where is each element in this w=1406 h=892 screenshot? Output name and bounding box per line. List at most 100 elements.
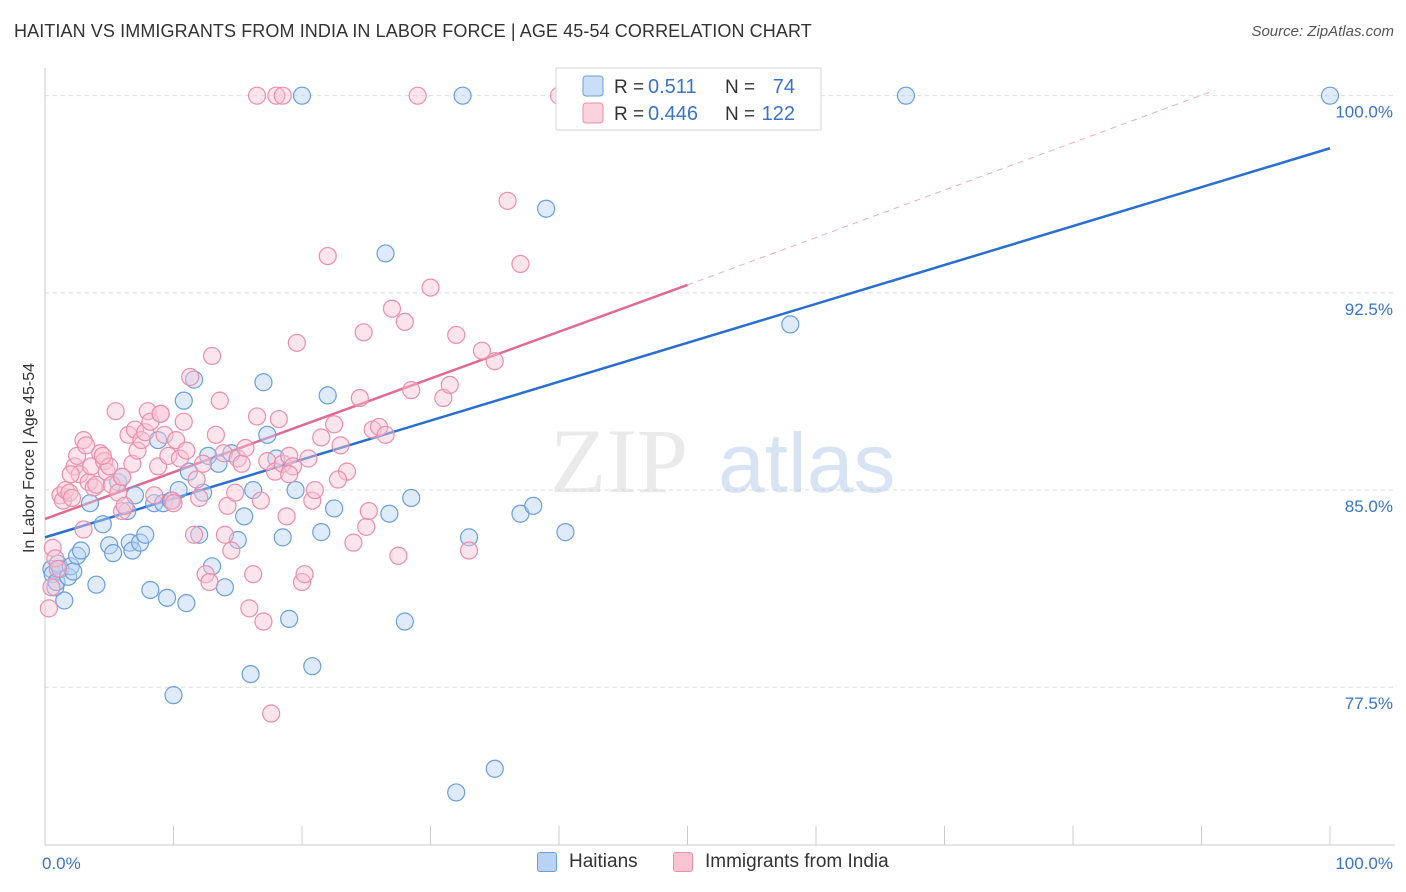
point-1-45: [177, 441, 196, 460]
point-0-64: [453, 86, 472, 105]
point-1-82: [318, 246, 337, 266]
point-0-16: [104, 544, 123, 563]
point-0-6: [55, 591, 74, 610]
point-1-114: [112, 467, 132, 487]
point-1-2: [43, 538, 62, 557]
point-1-116: [93, 446, 112, 465]
point-1-104: [485, 352, 504, 371]
point-1-27: [115, 496, 134, 515]
point-1-51: [200, 572, 219, 592]
point-1-44: [174, 412, 193, 431]
watermark-atlas: atlas: [718, 416, 895, 510]
point-0-11: [71, 541, 91, 560]
point-1-108: [247, 86, 267, 105]
legend-item-haitians: Haitians: [537, 851, 638, 873]
point-1-3: [46, 549, 65, 568]
point-1-58: [226, 483, 245, 502]
point-0-73: [1320, 86, 1340, 105]
stats-swatch-0: [582, 75, 604, 97]
trendlines: [44, 89, 1331, 539]
y-tick-labels: 100.0% 92.5% 85.0% 77.5%: [1335, 103, 1393, 714]
point-0-55: [303, 657, 322, 676]
series-0-points: [42, 86, 1340, 802]
point-1-115: [61, 465, 80, 484]
point-1-73: [280, 446, 299, 465]
chart-title: HAITIAN VS IMMIGRANTS FROM INDIA IN LABO…: [14, 21, 812, 41]
point-1-54: [210, 391, 229, 410]
point-1-70: [269, 409, 288, 429]
point-1-80: [305, 480, 324, 500]
legend-item-india: Immigrants from India: [673, 851, 889, 873]
point-1-47: [184, 525, 204, 544]
point-1-117: [74, 520, 93, 539]
bottom-legend: Haitians Immigrants from India: [0, 851, 1406, 879]
point-1-84: [331, 436, 350, 455]
point-0-29: [157, 588, 177, 607]
point-1-4: [48, 559, 67, 579]
stats-r-value-1: 0.446: [648, 103, 698, 125]
stats-swatch-1: [582, 102, 604, 124]
point-1-64: [247, 407, 267, 426]
point-1-103: [472, 341, 491, 360]
y-tick-label-0: 100.0%: [1335, 103, 1393, 122]
trendline-1: [44, 283, 688, 521]
point-0-71: [781, 315, 800, 334]
point-1-78: [299, 449, 318, 468]
point-0-37: [190, 525, 209, 544]
point-0-14: [93, 515, 112, 534]
point-1-33: [136, 423, 155, 442]
legend-label-india: Immigrants from India: [705, 851, 889, 872]
point-1-48: [190, 488, 209, 508]
point-1-39: [155, 425, 174, 444]
point-1-79: [303, 491, 322, 510]
legend-swatch-haitians: [537, 852, 557, 872]
point-1-100: [440, 375, 459, 394]
point-1-65: [251, 491, 270, 510]
point-0-70: [556, 523, 575, 542]
point-1-83: [325, 415, 344, 434]
point-0-61: [395, 612, 414, 631]
point-1-87: [350, 388, 369, 408]
point-0-56: [312, 523, 331, 542]
point-1-0: [39, 599, 58, 618]
point-1-49: [193, 454, 213, 473]
point-1-119: [215, 525, 234, 544]
y-axis-label: In Labor Force | Age 45-54: [21, 363, 38, 553]
point-0-25: [141, 580, 160, 600]
point-0-52: [280, 609, 299, 628]
point-1-61: [236, 438, 255, 458]
point-1-18: [87, 475, 106, 494]
point-1-106: [511, 254, 530, 274]
gridlines: [45, 95, 1395, 688]
point-0-63: [447, 783, 466, 802]
trendline-0: [44, 147, 1331, 539]
point-0-24: [136, 525, 155, 544]
point-1-88: [354, 323, 373, 342]
point-1-111: [280, 465, 299, 484]
point-0-45: [235, 507, 254, 526]
point-1-68: [262, 704, 281, 723]
point-1-120: [328, 470, 348, 489]
point-1-63: [244, 565, 263, 584]
axes: [44, 68, 1395, 846]
point-0-46: [241, 664, 260, 684]
point-1-66: [254, 612, 273, 631]
point-0-60: [380, 504, 399, 523]
x-tick-labels: 0.0% 100.0%: [42, 854, 1393, 873]
point-0-62: [402, 488, 421, 508]
point-0-69: [537, 199, 556, 218]
point-1-36: [145, 486, 164, 505]
stats-n-label-0: N =: [725, 77, 755, 98]
point-1-97: [408, 86, 427, 105]
point-1-14: [77, 436, 96, 455]
point-0-66: [485, 759, 504, 778]
point-0-51: [273, 528, 292, 547]
point-0-72: [896, 86, 916, 105]
point-0-34: [177, 594, 196, 613]
point-1-96: [402, 381, 421, 400]
point-1-75: [287, 333, 306, 352]
point-1-9: [62, 488, 82, 508]
point-0-68: [524, 496, 543, 515]
stats-r-label-0: R =: [614, 77, 644, 98]
point-0-12: [80, 494, 100, 513]
